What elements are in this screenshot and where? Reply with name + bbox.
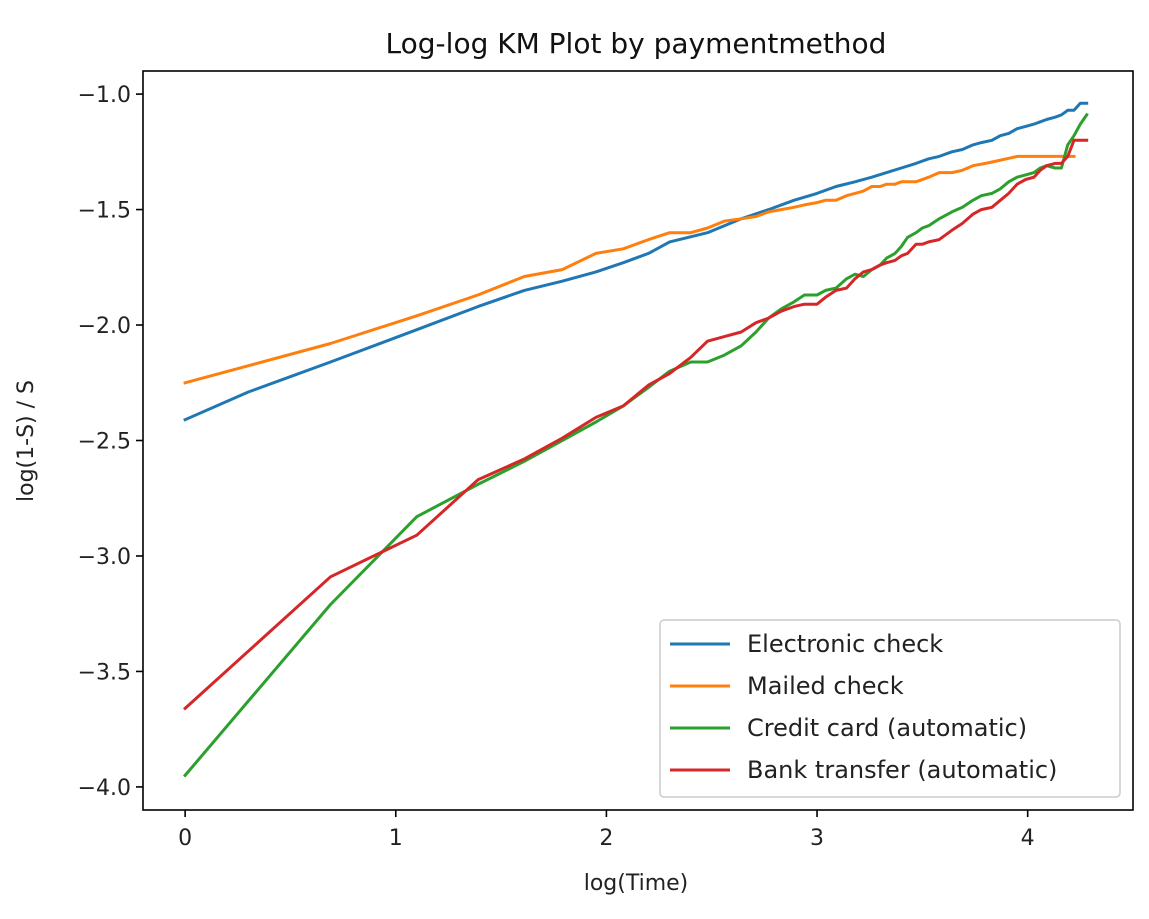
y-axis: −1.0 −1.5 −2.0 −2.5 −3.0 −3.5 −4.0 [78,83,143,801]
y-tick-label: −2.5 [78,430,131,455]
y-tick-label: −3.5 [78,660,131,685]
y-axis-title: log(1-S) / S [14,380,39,502]
x-tick-label: 1 [389,826,403,851]
y-tick-label: −1.5 [78,199,131,224]
legend-label: Mailed check [747,672,904,700]
plot-frame [142,70,1134,811]
y-tick-label: −2.0 [78,314,131,339]
x-axis: 0 1 2 3 4 [178,810,1035,851]
legend-label: Electronic check [747,630,943,658]
legend-label: Bank transfer (automatic) [747,756,1057,784]
x-tick-label: 2 [599,826,613,851]
y-tick-label: −3.0 [78,545,131,570]
x-tick-label: 3 [810,826,824,851]
chart-title: Log-log KM Plot by paymentmethod [386,27,887,60]
legend-box [659,619,1121,798]
plot-area [182,101,1089,778]
x-axis-title: log(Time) [584,871,689,896]
x-tick-label: 0 [178,826,192,851]
series-line-1 [183,101,1089,422]
y-tick-label: −1.0 [78,83,131,108]
series-line-2 [183,154,1076,385]
legend-label: Credit card (automatic) [747,714,1027,742]
y-tick-label: −4.0 [78,776,131,801]
legend: Electronic check Mailed check Credit card … [659,619,1121,798]
x-tick-label: 4 [1021,826,1035,851]
series-line-4 [182,138,1089,711]
